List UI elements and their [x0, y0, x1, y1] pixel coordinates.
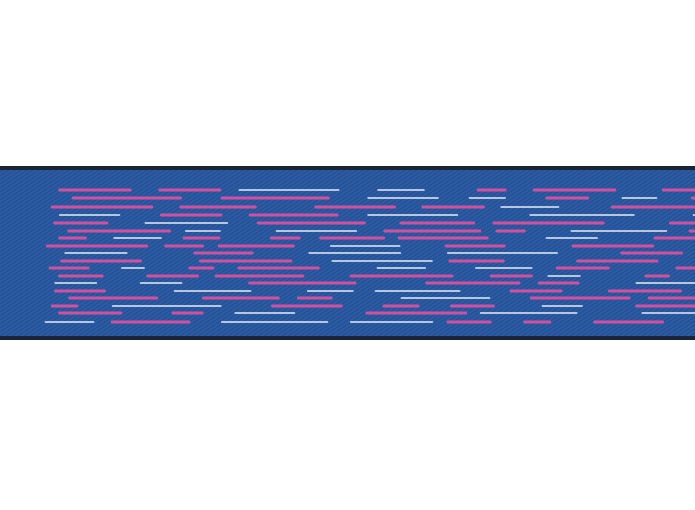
woven-pattern: [44, 188, 695, 324]
